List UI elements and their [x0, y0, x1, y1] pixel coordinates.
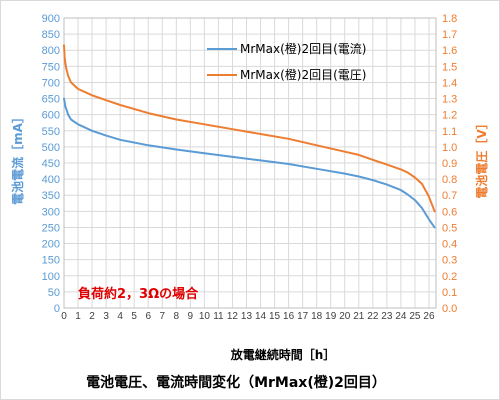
y-right-tick-label: 1.7	[442, 29, 457, 41]
load-annotation: 負荷約2，3Ωの場合	[78, 286, 199, 302]
chart-title: 電池電圧、電流時間変化（MrMax(橙)2回目）	[86, 374, 386, 391]
x-tick-label: 11	[213, 311, 224, 322]
y-left-tick-label: 900	[42, 13, 60, 25]
series-line-current	[63, 97, 436, 229]
x-tick-label: 14	[255, 311, 267, 322]
y-right-tick-label: 1.2	[442, 110, 457, 122]
x-tick-label: 2	[89, 311, 95, 322]
x-tick-label: 20	[339, 311, 351, 322]
legend-label-voltage: MrMax(橙)2回目(電圧)	[240, 67, 366, 82]
x-tick-label: 17	[297, 311, 309, 322]
x-tick-label: 1	[75, 311, 81, 322]
y-right-tick-label: 1.8	[442, 13, 457, 25]
legend-label-current: MrMax(橙)2回目(電流)	[240, 41, 366, 56]
x-tick-label: 8	[174, 311, 180, 322]
y-left-tick-label: 350	[42, 190, 60, 202]
y-right-tick-label: 0.1	[442, 287, 457, 299]
x-tick-label: 18	[311, 311, 323, 322]
x-tick-label: 3	[103, 311, 109, 322]
x-tick-label: 10	[199, 311, 211, 322]
y-left-tick-label: 200	[42, 239, 60, 251]
y-right-tick-label: 0.4	[442, 239, 457, 251]
y-left-tick-label: 800	[42, 45, 60, 57]
y-left-tick-label: 250	[42, 222, 60, 234]
legend: MrMax(橙)2回目(電流) MrMax(橙)2回目(電圧)	[207, 41, 366, 82]
x-tick-label: 15	[269, 311, 281, 322]
x-tick-label: 22	[367, 311, 379, 322]
x-tick-label: 19	[325, 311, 337, 322]
y-right-tick-label: 1.1	[442, 126, 457, 138]
y-right-tick-label: 0.5	[442, 222, 457, 234]
y-right-tick-label: 0.8	[442, 174, 457, 186]
x-tick-label: 21	[353, 311, 365, 322]
x-tick-label: 0	[61, 311, 67, 322]
y-right-tick-label: 1.6	[442, 45, 457, 57]
y-right-tick-label: 0.0	[442, 303, 457, 315]
y-right-tick-label: 1.5	[442, 61, 457, 73]
series-line-voltage	[63, 44, 436, 213]
y-right-tick-label: 0.9	[442, 158, 457, 170]
y-left-tick-label: 100	[42, 271, 60, 283]
y-left-tick-label: 300	[42, 206, 60, 218]
y-right-tick-label: 0.6	[442, 206, 457, 218]
y-right-tick-label: 0.7	[442, 190, 457, 202]
y-left-tick-label: 850	[42, 29, 60, 41]
x-tick-label: 23	[381, 311, 393, 322]
y-left-tick-label: 0	[54, 303, 60, 315]
y-left-tick-label: 650	[42, 94, 60, 106]
x-tick-label: 24	[395, 311, 407, 322]
y-right-axis-title: 電池電圧［V］	[474, 117, 489, 198]
y-right-tick-label: 0.2	[442, 271, 457, 283]
y-left-tick-label: 600	[42, 110, 60, 122]
series-lines	[63, 44, 436, 229]
y-left-tick-label: 500	[42, 142, 60, 154]
y-left-tick-label: 750	[42, 61, 60, 73]
y-right-tick-label: 1.0	[442, 142, 457, 154]
x-tick-label: 26	[423, 311, 435, 322]
y-left-axis-title: 電池電流［mA］	[10, 111, 25, 205]
y-left-tick-label: 700	[42, 77, 60, 89]
y-left-tick-label: 450	[42, 158, 60, 170]
grid-lines	[63, 17, 437, 309]
y-right-tick-label: 1.4	[442, 77, 457, 89]
x-tick-label: 13	[241, 311, 253, 322]
y-left-tick-label: 400	[42, 174, 60, 186]
x-tick-label: 7	[159, 311, 165, 322]
x-tick-label: 4	[117, 311, 123, 322]
x-tick-label: 6	[145, 311, 151, 322]
y-right-tick-label: 1.3	[442, 94, 457, 106]
y-left-tick-label: 550	[42, 126, 60, 138]
x-tick-label: 9	[188, 311, 194, 322]
y-right-tick-label: 0.3	[442, 255, 457, 267]
y-left-tick-label: 50	[48, 287, 60, 299]
plot-area	[63, 17, 437, 309]
x-tick-label: 5	[131, 311, 137, 322]
x-axis-title: 放電継続時間［h］	[230, 347, 336, 362]
y-left-tick-label: 150	[42, 255, 60, 267]
x-tick-label: 12	[227, 311, 239, 322]
x-tick-label: 16	[283, 311, 295, 322]
x-tick-label: 25	[409, 311, 421, 322]
